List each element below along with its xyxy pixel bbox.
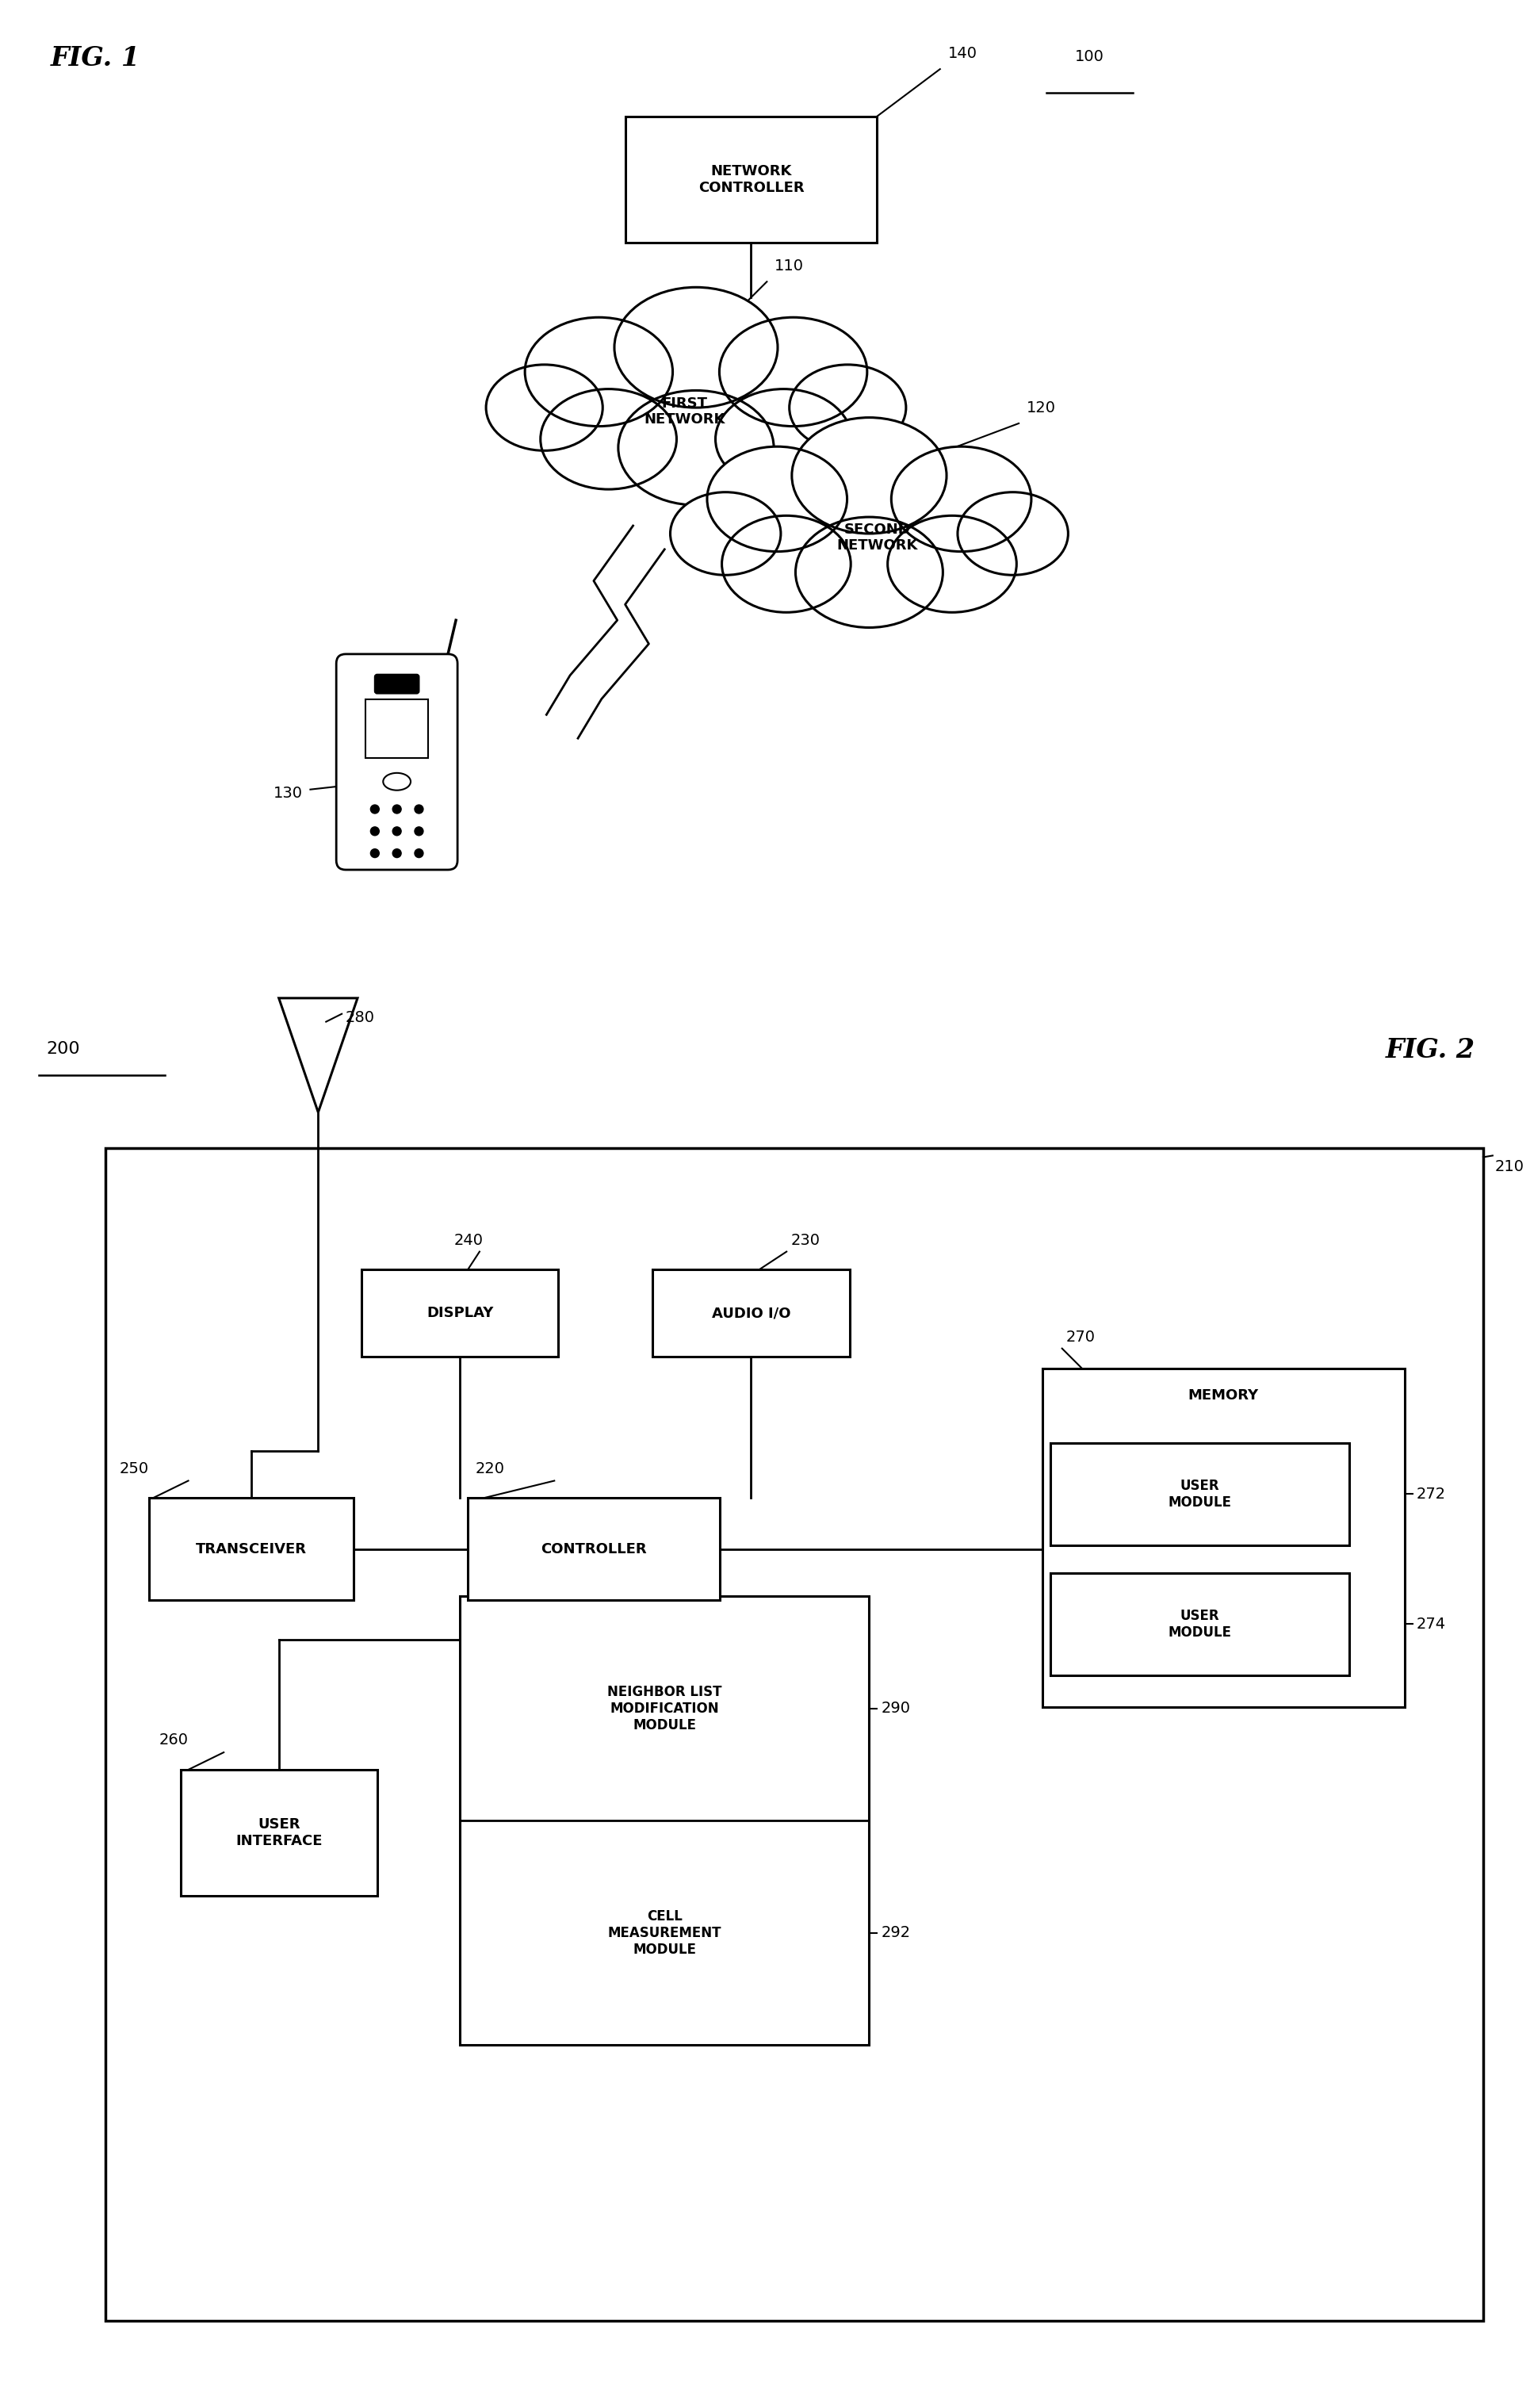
Ellipse shape <box>525 318 673 426</box>
Circle shape <box>370 826 379 836</box>
Text: 100: 100 <box>1076 51 1105 65</box>
FancyBboxPatch shape <box>366 698 428 759</box>
Circle shape <box>393 804 401 814</box>
Text: TRANSCEIVER: TRANSCEIVER <box>196 1541 306 1556</box>
Text: SECOND
NETWORK: SECOND NETWORK <box>837 523 918 554</box>
Ellipse shape <box>796 518 942 628</box>
Text: USER
INTERFACE: USER INTERFACE <box>236 1818 323 1847</box>
FancyBboxPatch shape <box>653 1269 849 1356</box>
Ellipse shape <box>716 390 852 489</box>
FancyBboxPatch shape <box>337 655 457 869</box>
Text: DISPLAY: DISPLAY <box>427 1305 493 1320</box>
Ellipse shape <box>487 364 603 450</box>
FancyBboxPatch shape <box>626 116 877 243</box>
FancyBboxPatch shape <box>1050 1572 1349 1676</box>
Ellipse shape <box>789 364 906 450</box>
Circle shape <box>415 826 424 836</box>
Text: 260: 260 <box>159 1734 188 1748</box>
Text: FIG. 2: FIG. 2 <box>1386 1038 1475 1064</box>
Ellipse shape <box>892 445 1031 551</box>
Ellipse shape <box>887 515 1016 612</box>
Text: 280: 280 <box>346 1009 375 1026</box>
Text: FIG. 1: FIG. 1 <box>50 46 141 72</box>
FancyBboxPatch shape <box>1042 1368 1405 1707</box>
Ellipse shape <box>615 287 777 407</box>
Circle shape <box>393 850 401 857</box>
Ellipse shape <box>958 491 1068 576</box>
Text: 130: 130 <box>272 785 303 802</box>
Text: 120: 120 <box>1027 400 1056 417</box>
Circle shape <box>370 850 379 857</box>
FancyBboxPatch shape <box>148 1498 353 1601</box>
FancyBboxPatch shape <box>361 1269 558 1356</box>
Text: AUDIO I/O: AUDIO I/O <box>711 1305 791 1320</box>
Text: 230: 230 <box>791 1233 820 1247</box>
Circle shape <box>415 850 424 857</box>
Text: USER
MODULE: USER MODULE <box>1167 1609 1232 1640</box>
Ellipse shape <box>722 515 851 612</box>
Text: 274: 274 <box>1417 1616 1446 1633</box>
Text: FIRST
NETWORK: FIRST NETWORK <box>644 397 725 426</box>
Ellipse shape <box>793 417 947 535</box>
FancyBboxPatch shape <box>468 1498 719 1601</box>
Text: MEMORY: MEMORY <box>1189 1389 1259 1404</box>
Text: 200: 200 <box>46 1040 81 1057</box>
Ellipse shape <box>719 318 868 426</box>
Text: USER
MODULE: USER MODULE <box>1167 1479 1232 1510</box>
Text: CONTROLLER: CONTROLLER <box>540 1541 647 1556</box>
Text: 240: 240 <box>454 1233 483 1247</box>
FancyBboxPatch shape <box>1050 1442 1349 1546</box>
Text: 270: 270 <box>1066 1329 1095 1344</box>
Text: 250: 250 <box>119 1462 148 1476</box>
Text: 272: 272 <box>1417 1486 1446 1503</box>
Text: 140: 140 <box>949 46 978 60</box>
FancyBboxPatch shape <box>375 674 419 694</box>
Text: CELL
MEASUREMENT
MODULE: CELL MEASUREMENT MODULE <box>607 1910 722 1958</box>
Ellipse shape <box>618 390 774 506</box>
Text: 110: 110 <box>774 258 805 275</box>
Ellipse shape <box>707 445 848 551</box>
Text: 292: 292 <box>881 1926 910 1941</box>
Circle shape <box>370 804 379 814</box>
Circle shape <box>393 826 401 836</box>
Ellipse shape <box>670 491 780 576</box>
Text: NETWORK
CONTROLLER: NETWORK CONTROLLER <box>698 164 805 195</box>
FancyBboxPatch shape <box>181 1770 378 1895</box>
Circle shape <box>415 804 424 814</box>
FancyBboxPatch shape <box>461 1597 869 2044</box>
Ellipse shape <box>540 390 676 489</box>
FancyBboxPatch shape <box>106 1149 1483 2321</box>
Text: 220: 220 <box>476 1462 505 1476</box>
Ellipse shape <box>382 773 410 790</box>
Text: NEIGHBOR LIST
MODIFICATION
MODULE: NEIGHBOR LIST MODIFICATION MODULE <box>607 1686 722 1731</box>
Text: 290: 290 <box>881 1700 910 1717</box>
Text: 210: 210 <box>1495 1161 1524 1175</box>
